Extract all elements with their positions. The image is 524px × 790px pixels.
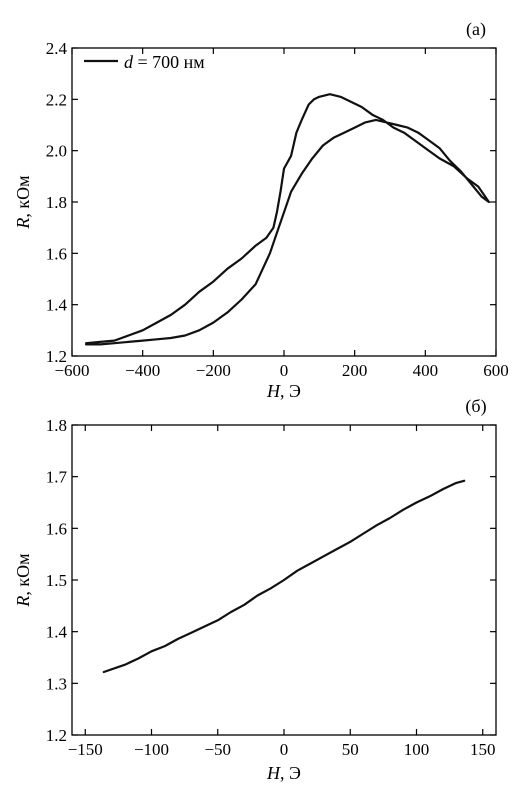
x-tick-label-a: 0 — [280, 361, 289, 380]
x-axis-var-a: H — [266, 381, 281, 401]
y-tick-label-a: 2.2 — [46, 90, 67, 109]
x-tick-label-b: −100 — [134, 740, 169, 759]
panel-a: −600 −400 −200 0 200 400 600 1.2 1.4 1.6 1.8 2.0 2.2… — [13, 19, 509, 401]
ticks-b: −150 −100 −50 0 50 100 150 1.2 1.3 1.4 1.5 1.6 1.7 1.… — [46, 416, 496, 759]
legend-text-a: = 700 нм — [133, 52, 205, 72]
x-tick-label-b: −50 — [204, 740, 231, 759]
y-tick-label-a: 1.8 — [46, 193, 67, 212]
x-tick-label-a: −400 — [125, 361, 160, 380]
x-tick-label-b: 100 — [404, 740, 430, 759]
x-axis-unit-b: , Э — [280, 763, 301, 783]
y-tick-label-b: 1.7 — [46, 468, 68, 487]
series-line-a — [84, 93, 490, 346]
legend-a: d = 700 нм — [84, 52, 205, 72]
y-axis-var-b: R — [13, 596, 33, 608]
y-tick-label-b: 1.8 — [46, 416, 67, 435]
y-axis-label-b: R, кОм — [13, 553, 33, 607]
x-tick-label-a: −200 — [196, 361, 231, 380]
x-tick-label-b: 150 — [470, 740, 496, 759]
y-tick-label-b: 1.5 — [46, 571, 67, 590]
y-tick-label-a: 2.0 — [46, 142, 67, 161]
y-axis-unit-a: , кОм — [13, 175, 33, 217]
y-axis-label-a: R, кОм — [13, 175, 33, 229]
x-axis-unit-a: , Э — [280, 381, 301, 401]
y-tick-label-b: 1.4 — [46, 623, 68, 642]
y-tick-label-b: 1.6 — [46, 519, 67, 538]
ticks-a: −600 −400 −200 0 200 400 600 1.2 1.4 1.6 1.8 2.0 2.2… — [46, 39, 509, 380]
legend-label-a: d = 700 нм — [124, 52, 205, 72]
x-tick-label-b: −150 — [68, 740, 103, 759]
series-line-b — [102, 479, 466, 674]
panel-b: −150 −100 −50 0 50 100 150 1.2 1.3 1.4 1.5 1.6 1.7 1.… — [13, 396, 497, 783]
x-tick-label-a: 600 — [483, 361, 509, 380]
y-tick-label-a: 2.4 — [46, 39, 68, 58]
x-tick-label-a: 400 — [413, 361, 439, 380]
plot-frame-a — [71, 47, 497, 357]
x-axis-var-b: H — [266, 763, 281, 783]
x-axis-label-b: H, Э — [266, 763, 301, 783]
y-axis-unit-b: , кОм — [13, 553, 33, 595]
x-tick-label-a: 200 — [342, 361, 368, 380]
y-axis-var-a: R — [13, 218, 33, 230]
y-tick-label-a: 1.4 — [46, 296, 68, 315]
legend-var-a: d — [124, 52, 134, 72]
x-tick-label-a: −600 — [54, 361, 89, 380]
x-axis-label-a: H, Э — [266, 381, 301, 401]
y-tick-label-a: 1.2 — [46, 347, 67, 366]
series-a — [84, 93, 490, 346]
x-tick-label-b: 50 — [342, 740, 359, 759]
y-tick-label-b: 1.2 — [46, 726, 67, 745]
y-tick-label-a: 1.6 — [46, 244, 67, 263]
y-tick-label-b: 1.3 — [46, 674, 67, 693]
x-tick-label-b: 0 — [280, 740, 289, 759]
panel-label-b: (б) — [465, 396, 486, 417]
panel-label-a: (a) — [466, 19, 486, 40]
series-b — [102, 479, 466, 674]
